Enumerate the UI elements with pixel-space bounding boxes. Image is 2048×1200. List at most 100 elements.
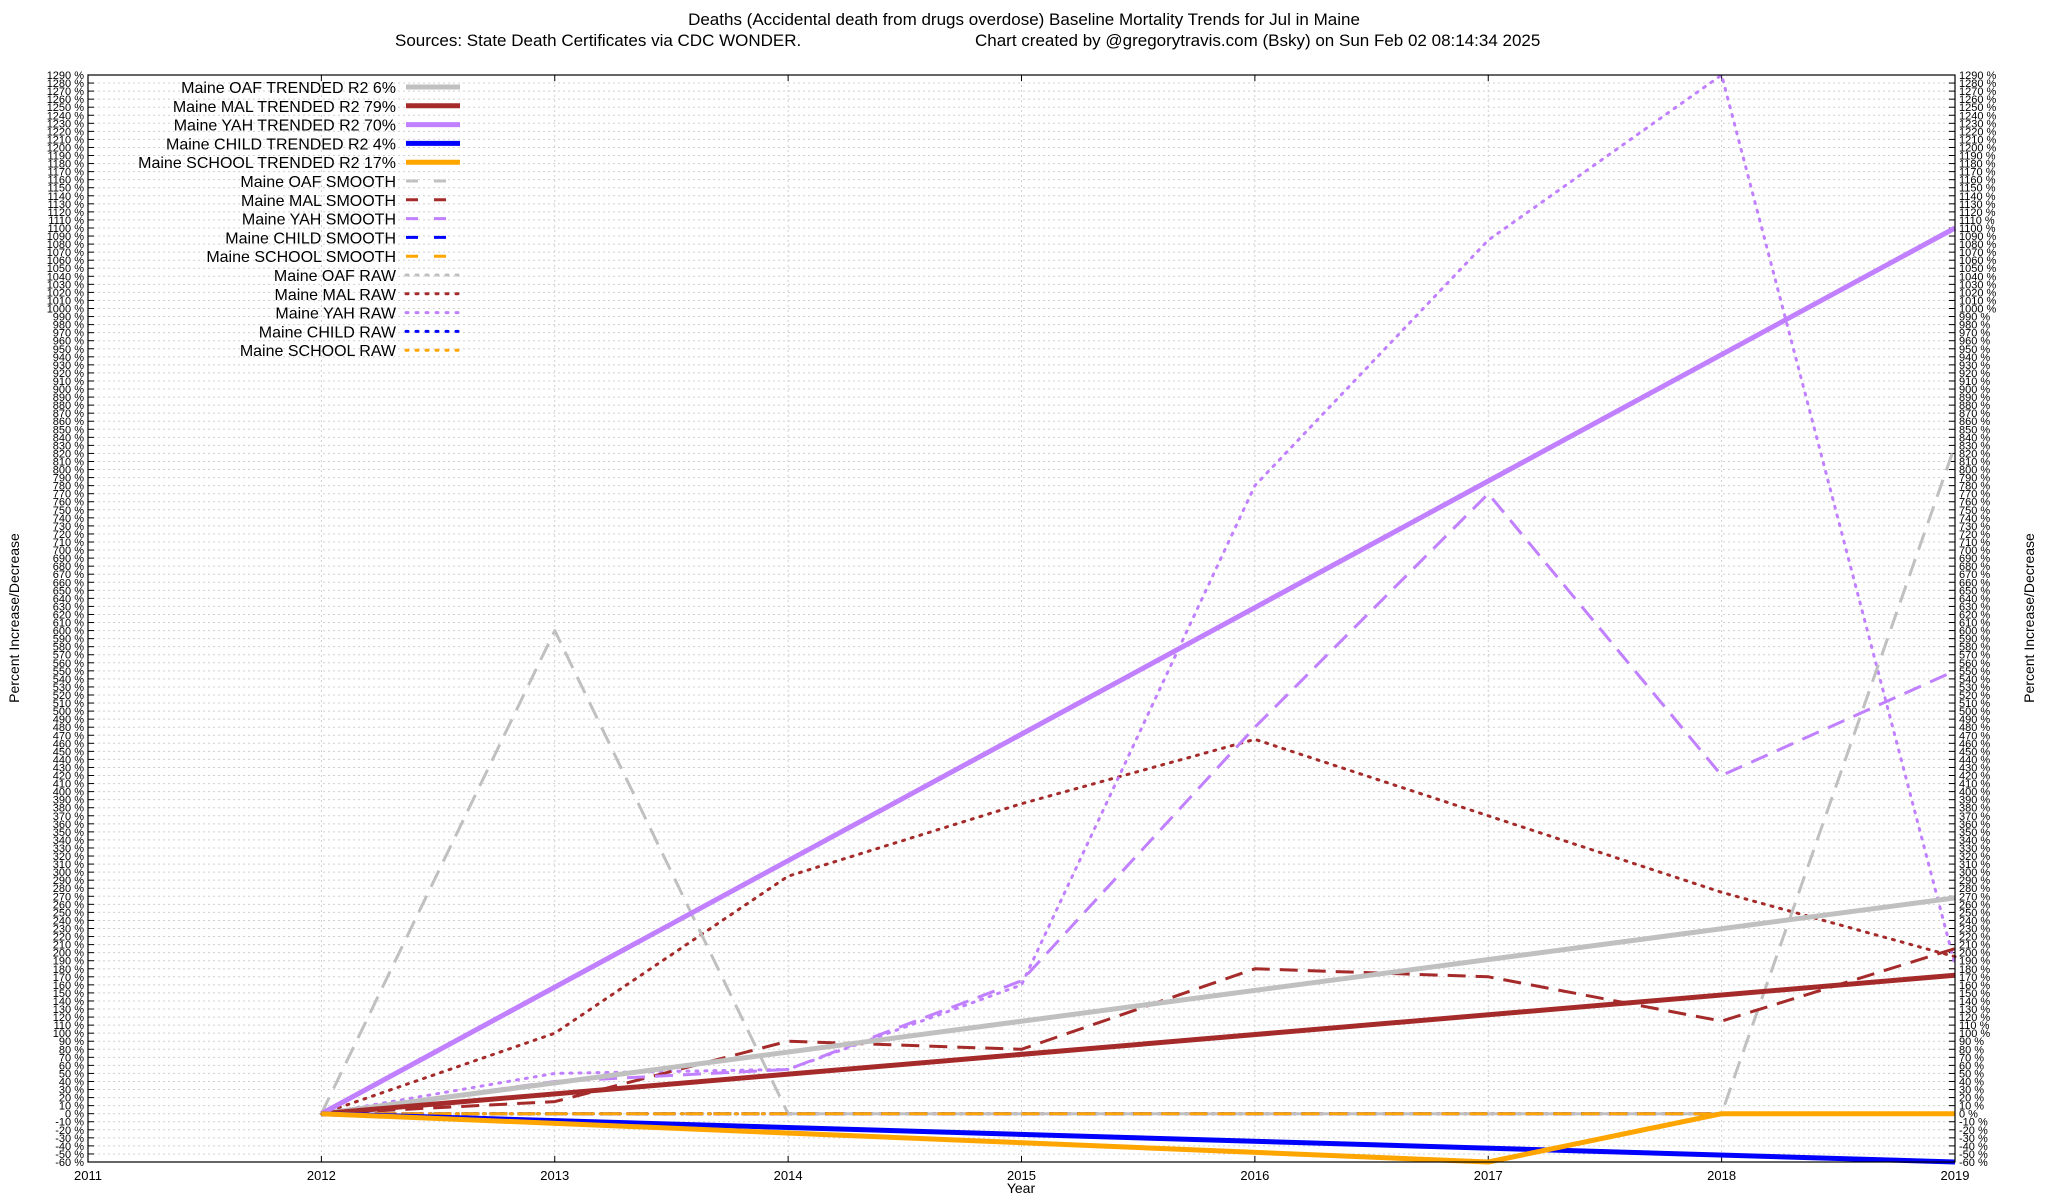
y-tick-label-right: 1070 % bbox=[1959, 247, 1997, 259]
y-tick-label-right: 950 % bbox=[1959, 344, 1990, 356]
y-tick-label-right: 1010 % bbox=[1959, 295, 1997, 307]
y-tick-label-right: 1270 % bbox=[1959, 86, 1997, 98]
y-tick-label: 1090 % bbox=[47, 231, 85, 243]
y-tick-label: 1130 % bbox=[48, 199, 85, 211]
y-tick-label-right: 130 % bbox=[1959, 1004, 1990, 1016]
legend-label: Maine MAL TRENDED R2 79% bbox=[173, 99, 396, 116]
y-tick-label-right: 700 % bbox=[1959, 545, 1990, 557]
y-tick-label: 440 % bbox=[53, 754, 84, 766]
x-tick-label: 2011 bbox=[74, 1168, 102, 1183]
y-tick-label: 1260 % bbox=[47, 94, 85, 106]
y-tick-label: 290 % bbox=[53, 875, 84, 887]
y-tick-label: 970 % bbox=[53, 328, 84, 340]
y-tick-label: 660 % bbox=[53, 577, 84, 589]
legend-label: Maine YAH RAW bbox=[275, 306, 397, 323]
series-line bbox=[321, 1111, 1955, 1165]
y-tick-label-right: 870 % bbox=[1959, 408, 1990, 420]
y-tick-label-right: 600 % bbox=[1959, 626, 1990, 638]
y-tick-label-right: 1250 % bbox=[1959, 102, 1997, 114]
y-tick-label-right: 270 % bbox=[1959, 891, 1990, 903]
y-tick-label-right: 1130 % bbox=[1959, 199, 1996, 211]
y-tick-label-right: 820 % bbox=[1959, 448, 1990, 460]
y-tick-label-right: 260 % bbox=[1959, 899, 1990, 911]
y-tick-label-right: 410 % bbox=[1959, 779, 1990, 791]
y-tick-label: 900 % bbox=[53, 384, 84, 396]
x-tick-label: 2015 bbox=[1007, 1168, 1036, 1183]
y-tick-label: 1270 % bbox=[47, 86, 85, 98]
y-tick-label: 300 % bbox=[53, 867, 84, 879]
y-tick-label-right: 800 % bbox=[1959, 465, 1990, 477]
y-tick-label: 1000 % bbox=[47, 304, 85, 316]
y-tick-label: 1140 % bbox=[48, 191, 85, 203]
y-tick-label-right: 40 % bbox=[1959, 1076, 1984, 1088]
legend-label: Maine SCHOOL SMOOTH bbox=[206, 249, 396, 266]
y-tick-label-right: 1240 % bbox=[1959, 110, 1997, 122]
y-tick-label-right: -10 % bbox=[1959, 1117, 1988, 1129]
y-tick-label-right: 550 % bbox=[1959, 666, 1990, 678]
y-tick-label-right: 530 % bbox=[1959, 682, 1990, 694]
y-tick-label: 750 % bbox=[53, 505, 84, 517]
y-axis-title-left: Percent Increase/Decrease bbox=[6, 533, 22, 703]
y-tick-label: 490 % bbox=[53, 714, 84, 726]
y-tick-label-right: 490 % bbox=[1959, 714, 1990, 726]
y-tick-label-right: -30 % bbox=[1959, 1133, 1988, 1145]
y-tick-label: 460 % bbox=[53, 738, 84, 750]
y-tick-label-right: 1290 % bbox=[1959, 70, 1997, 82]
y-tick-label-right: 480 % bbox=[1959, 722, 1990, 734]
y-tick-label: 980 % bbox=[53, 320, 84, 332]
y-tick-label: 840 % bbox=[53, 432, 84, 444]
y-tick-label: 580 % bbox=[53, 642, 84, 654]
y-tick-label: 710 % bbox=[53, 537, 84, 549]
y-tick-label: 1200 % bbox=[47, 142, 85, 154]
y-tick-label: -60 % bbox=[55, 1157, 84, 1169]
y-tick-label: 470 % bbox=[53, 730, 84, 742]
y-tick-label: 760 % bbox=[53, 497, 84, 509]
series-line bbox=[321, 1111, 1956, 1165]
y-tick-label-right: 50 % bbox=[1959, 1068, 1984, 1080]
y-tick-label: 740 % bbox=[53, 513, 84, 525]
y-tick-label: 200 % bbox=[53, 948, 84, 960]
axes: -60 % -60 %-50 % -50 %-40 % -40 %-30 % -30 %… bbox=[47, 70, 1997, 1183]
y-tick-label: 690 % bbox=[53, 553, 84, 565]
y-tick-label: 620 % bbox=[53, 609, 84, 621]
y-tick-label: 940 % bbox=[53, 352, 84, 364]
y-tick-label: 0 % bbox=[65, 1109, 84, 1121]
legend-label: Maine OAF RAW bbox=[274, 268, 397, 285]
y-tick-label-right: 920 % bbox=[1959, 368, 1990, 380]
y-tick-label: 360 % bbox=[53, 819, 84, 831]
y-tick-label: 80 % bbox=[59, 1044, 84, 1056]
y-tick-label-right: 70 % bbox=[1959, 1052, 1984, 1064]
y-tick-label-right: 460 % bbox=[1959, 738, 1990, 750]
x-tick-label: 2016 bbox=[1240, 1168, 1269, 1183]
y-tick-label-right: 1050 % bbox=[1959, 263, 1997, 275]
y-tick-label-right: 960 % bbox=[1959, 336, 1990, 348]
y-tick-label-right: 290 % bbox=[1959, 875, 1990, 887]
y-tick-label: 1080 % bbox=[47, 239, 85, 251]
y-tick-label-right: 60 % bbox=[1959, 1060, 1984, 1072]
y-tick-label: 860 % bbox=[53, 416, 84, 428]
grid bbox=[87, 74, 1956, 1163]
y-tick-label-right: 1030 % bbox=[1959, 279, 1997, 291]
y-tick-label: 270 % bbox=[53, 891, 84, 903]
y-tick-label-right: 630 % bbox=[1959, 601, 1990, 613]
y-tick-label-right: 1100 % bbox=[1959, 223, 1996, 235]
y-tick-label: 160 % bbox=[53, 980, 84, 992]
y-tick-label: 630 % bbox=[53, 601, 84, 613]
legend-label: Maine CHILD TRENDED R2 4% bbox=[166, 136, 396, 153]
y-tick-label: 140 % bbox=[53, 996, 84, 1008]
y-tick-label-right: -50 % bbox=[1959, 1149, 1988, 1161]
y-tick-label-right: 30 % bbox=[1959, 1085, 1984, 1097]
y-tick-label-right: 690 % bbox=[1959, 553, 1990, 565]
y-tick-label-right: -20 % bbox=[1959, 1125, 1988, 1137]
legend-label: Maine CHILD RAW bbox=[259, 324, 397, 341]
series-line bbox=[321, 895, 1956, 1117]
y-tick-label: 1020 % bbox=[47, 287, 85, 299]
chart-subtitle-credit: Chart created by @gregorytravis.com (Bsk… bbox=[975, 31, 1540, 50]
y-tick-label: 640 % bbox=[53, 593, 84, 605]
y-tick-label: 960 % bbox=[53, 336, 84, 348]
y-tick-label-right: 500 % bbox=[1959, 706, 1990, 718]
y-tick-label-right: 0 % bbox=[1959, 1109, 1978, 1121]
x-tick-label: 2012 bbox=[307, 1168, 336, 1183]
legend-label: Maine OAF SMOOTH bbox=[240, 174, 396, 191]
y-tick-label: 320 % bbox=[53, 851, 84, 863]
